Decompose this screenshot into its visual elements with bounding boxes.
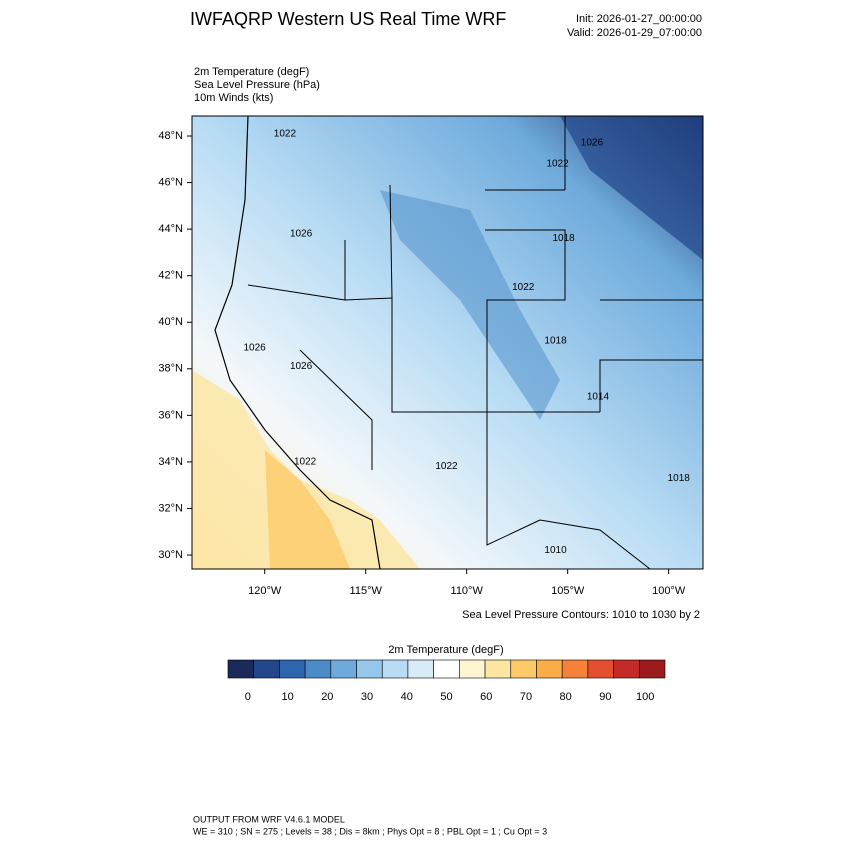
init-time: Init: 2026-01-27_00:00:00 <box>576 13 702 25</box>
colorbar-tick-label: 10 <box>281 691 293 703</box>
isobar-label: 1022 <box>546 159 569 170</box>
title: IWFAQRP Western US Real Time WRF <box>190 9 506 29</box>
colorbar-box <box>561 659 589 679</box>
colorbar-box <box>330 659 357 679</box>
colorbar-box <box>253 659 280 679</box>
map-field <box>192 116 703 569</box>
valid-time: Valid: 2026-01-29_07:00:00 <box>567 27 702 39</box>
colorbar-tick-label: 90 <box>599 691 611 703</box>
colorbar-box <box>638 659 666 679</box>
colorbar-box <box>459 659 486 679</box>
colorbar-box <box>227 659 255 679</box>
lat-tick-label: 40°N <box>158 316 183 328</box>
colorbar-tick-label: 0 <box>245 691 251 703</box>
colorbar-box <box>484 659 512 679</box>
lon-tick-label: 100°W <box>652 585 686 597</box>
isobar-label: 1022 <box>512 282 535 293</box>
contour-note: Sea Level Pressure Contours: 1010 to 103… <box>462 609 700 621</box>
isobar-label: 1026 <box>290 228 313 239</box>
colorbar-tick-label: 60 <box>480 691 492 703</box>
colorbar-box <box>304 659 332 679</box>
field-name: 2m Temperature (degF) <box>194 66 309 78</box>
isobar-label: 1022 <box>294 457 317 468</box>
colorbar-tick-label: 70 <box>520 691 532 703</box>
field-name: Sea Level Pressure (hPa) <box>194 79 320 91</box>
isobar-label: 1018 <box>544 336 567 347</box>
colorbar-box <box>381 659 409 679</box>
isobar-label: 1010 <box>544 545 567 556</box>
lat-tick-label: 42°N <box>158 270 183 282</box>
colorbar-tick-label: 80 <box>560 691 572 703</box>
isobar-label: 1018 <box>553 233 576 244</box>
field-name: 10m Winds (kts) <box>194 92 273 104</box>
colorbar-box <box>587 659 614 679</box>
isobar-label: 1026 <box>581 138 604 149</box>
footer: OUTPUT FROM WRF V4.6.1 MODEL <box>193 814 345 824</box>
lat-tick-label: 34°N <box>158 456 183 468</box>
colorbar-tick-label: 40 <box>401 691 413 703</box>
colorbar-tick-label: 100 <box>636 691 654 703</box>
colorbar-box <box>433 659 460 679</box>
isobar-label: 1026 <box>290 361 313 372</box>
colorbar-box <box>613 659 640 679</box>
lat-tick-label: 46°N <box>158 176 183 188</box>
colorbar-tick-label: 30 <box>361 691 373 703</box>
lat-tick-label: 38°N <box>158 363 183 375</box>
colorbar-title: 2m Temperature (degF) <box>388 644 503 656</box>
colorbar-box <box>536 659 563 679</box>
footer: WE = 310 ; SN = 275 ; Levels = 38 ; Dis … <box>193 826 547 836</box>
isobar-label: 1026 <box>243 342 266 353</box>
colorbar-box <box>279 659 306 679</box>
colorbar-tick-label: 50 <box>440 691 452 703</box>
lon-tick-label: 110°W <box>451 585 484 597</box>
map-frame <box>191 115 704 570</box>
lon-tick-label: 120°W <box>248 585 282 597</box>
isobar-label: 1014 <box>587 391 610 402</box>
isobar-label: 1022 <box>274 128 297 139</box>
lat-tick-label: 48°N <box>158 130 183 142</box>
colorbar-tick-label: 20 <box>321 691 333 703</box>
isobar-label: 1022 <box>435 461 458 472</box>
colorbar-box <box>356 659 383 679</box>
lat-tick-label: 32°N <box>158 502 183 514</box>
lon-tick-label: 115°W <box>350 585 383 597</box>
colorbar-box <box>510 659 537 679</box>
lat-tick-label: 36°N <box>158 409 183 421</box>
lat-tick-label: 30°N <box>158 549 183 561</box>
isobar-label: 1018 <box>668 473 691 484</box>
lon-tick-label: 105°W <box>551 585 585 597</box>
colorbar-box <box>407 659 434 679</box>
lat-tick-label: 44°N <box>158 223 183 235</box>
